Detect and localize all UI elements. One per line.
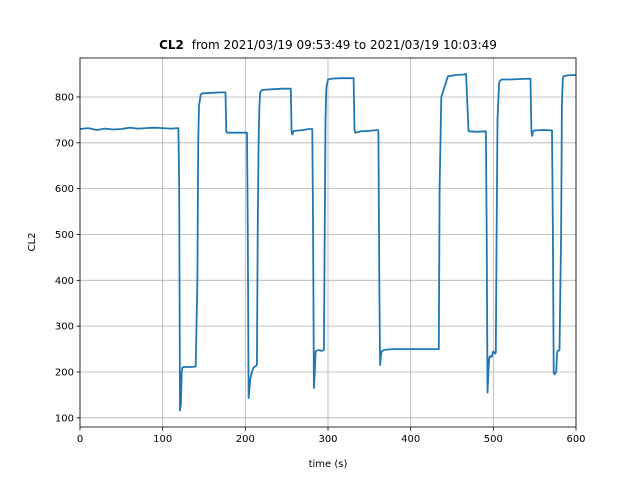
y-tick-label: 100 bbox=[55, 413, 74, 424]
series-layer bbox=[79, 73, 577, 412]
x-axis-ticks: 0 100 200 300 400 500 600 bbox=[77, 427, 586, 445]
x-tick-label: 400 bbox=[401, 434, 420, 445]
y-tick-label: 400 bbox=[55, 276, 74, 287]
grid-layer bbox=[79, 58, 577, 427]
x-tick-label: 100 bbox=[153, 434, 172, 445]
chart-title: CL2 from 2021/03/19 09:53:49 to 2021/03/… bbox=[159, 38, 497, 52]
x-tick-label: 500 bbox=[484, 434, 503, 445]
x-tick-label: 0 bbox=[77, 434, 83, 445]
y-tick-label: 200 bbox=[55, 367, 74, 378]
y-tick-label: 800 bbox=[55, 92, 74, 103]
y-tick-label: 700 bbox=[55, 138, 74, 149]
y-axis-ticks: 100 200 300 400 500 600 700 800 bbox=[55, 92, 80, 424]
chart-title-bold: CL2 bbox=[159, 38, 184, 52]
series-line bbox=[79, 73, 577, 412]
y-tick-label: 500 bbox=[55, 230, 74, 241]
chart-title-rest: from 2021/03/19 09:53:49 to 2021/03/19 1… bbox=[192, 38, 497, 52]
x-tick-label: 300 bbox=[318, 434, 337, 445]
y-axis-label: CL2 bbox=[27, 233, 38, 252]
x-axis-label: time (s) bbox=[309, 459, 348, 470]
y-tick-label: 600 bbox=[55, 184, 74, 195]
y-tick-label: 300 bbox=[55, 322, 74, 333]
x-tick-label: 600 bbox=[566, 434, 585, 445]
x-tick-label: 200 bbox=[236, 434, 255, 445]
